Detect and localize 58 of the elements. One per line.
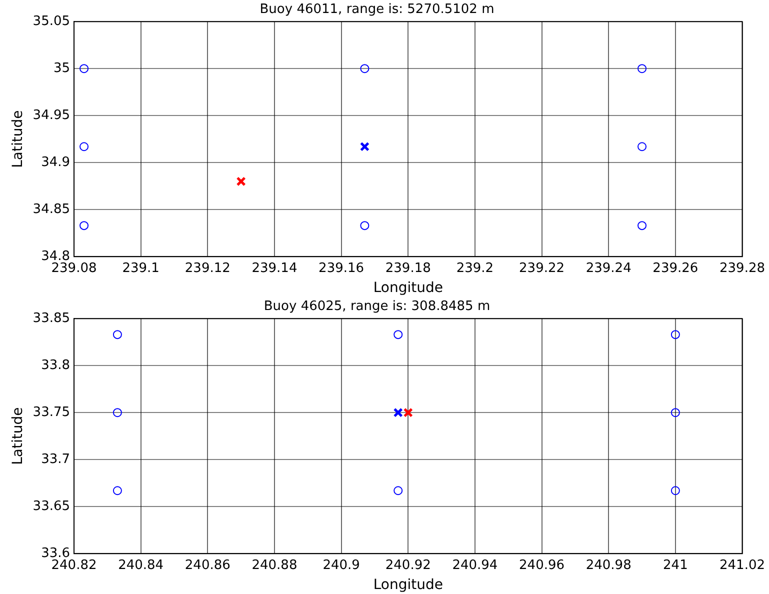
chart-title: Buoy 46011, range is: 5270.5102 m xyxy=(260,2,494,18)
x-tick-label: 240.9 xyxy=(322,558,360,573)
y-tick-label: 34.95 xyxy=(32,108,70,123)
y-tick-label: 35.05 xyxy=(32,14,70,29)
x-tick-label: 240.84 xyxy=(118,558,164,573)
point xyxy=(394,486,403,496)
x-tick-label: 241.02 xyxy=(720,558,766,573)
x-tick-label: 239.16 xyxy=(318,260,364,276)
x-tick-label: 239.08 xyxy=(51,260,97,276)
y-axis-title: Latitude xyxy=(10,110,26,168)
y-tick-label: 34.85 xyxy=(32,202,70,217)
y-tick-label: 35 xyxy=(53,60,70,76)
y-tick-label: 33.7 xyxy=(41,452,70,467)
x-tick-label: 241 xyxy=(663,558,688,573)
point xyxy=(236,176,246,186)
x-tick-label: 240.82 xyxy=(51,558,97,573)
point xyxy=(112,486,122,496)
x-tick-label: 240.98 xyxy=(586,558,632,573)
x-tick-label: 239.18 xyxy=(385,260,431,276)
point xyxy=(403,408,413,418)
point xyxy=(394,330,403,340)
chart-title: Buoy 46025, range is: 308.8485 m xyxy=(264,299,490,314)
point xyxy=(360,221,370,230)
x-tick-label: 239.24 xyxy=(586,260,632,276)
point xyxy=(393,408,403,418)
x-tick-label: 240.96 xyxy=(519,558,565,573)
point xyxy=(112,330,122,340)
x-tick-label: 239.28 xyxy=(720,260,766,276)
point xyxy=(670,408,680,418)
x-tick-label: 240.86 xyxy=(184,558,230,573)
point xyxy=(670,330,680,340)
x-tick-label: 239.22 xyxy=(519,260,565,276)
point xyxy=(360,142,370,152)
point xyxy=(80,142,89,152)
x-tick-label: 239.12 xyxy=(184,260,230,276)
x-tick-label: 240.92 xyxy=(385,558,431,573)
x-tick-label: 239.14 xyxy=(252,260,298,276)
x-tick-label: 239.2 xyxy=(456,260,494,276)
point xyxy=(638,221,647,230)
point xyxy=(670,486,680,496)
x-tick-label: 239.26 xyxy=(652,260,698,276)
y-tick-label: 33.8 xyxy=(41,358,70,373)
x-axis-title: Longitude xyxy=(373,577,443,594)
x-tick-label: 240.88 xyxy=(252,558,298,573)
x-axis-title: Longitude xyxy=(373,280,443,296)
x-tick-label: 239.1 xyxy=(122,260,160,276)
point xyxy=(112,408,122,418)
y-tick-label: 33.85 xyxy=(32,310,70,326)
point xyxy=(80,221,89,230)
x-tick-label: 240.94 xyxy=(452,558,498,573)
point xyxy=(638,64,647,74)
y-tick-label: 33.65 xyxy=(32,498,70,514)
point xyxy=(638,142,647,152)
point xyxy=(360,64,370,74)
y-tick-label: 34.9 xyxy=(41,154,70,170)
y-axis-title: Latitude xyxy=(10,407,26,465)
point xyxy=(80,64,89,74)
y-tick-label: 33.75 xyxy=(32,404,70,420)
